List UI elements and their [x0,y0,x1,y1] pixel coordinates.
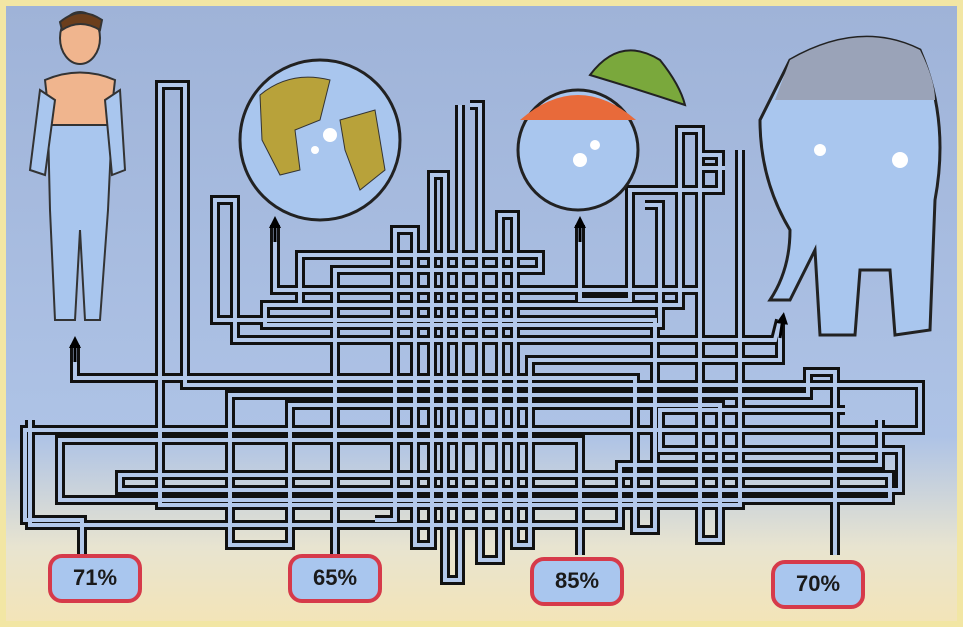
answer-label: 71% [73,565,117,590]
answer-label: 70% [796,571,840,596]
arrows [69,216,789,362]
orange [516,49,687,212]
answer-box [288,554,382,603]
answer-label: 65% [313,565,357,590]
answer-box [48,554,142,603]
answer-boxes: 71% 65% 85% 70% [48,554,865,609]
answer-box [771,560,865,609]
earth [238,58,402,222]
elephant [758,35,942,337]
answer-box [530,557,624,606]
man [28,11,127,321]
answer-label: 85% [555,568,599,593]
